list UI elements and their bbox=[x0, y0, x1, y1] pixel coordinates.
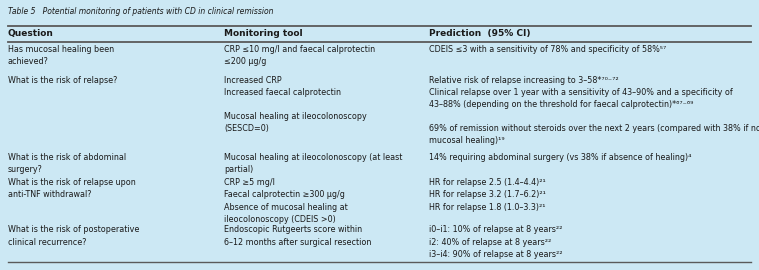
Text: CDEIS ≤3 with a sensitivity of 78% and specificity of 58%⁵⁷: CDEIS ≤3 with a sensitivity of 78% and s… bbox=[429, 45, 666, 53]
Text: Endoscopic Rutgeerts score within
6–12 months after surgical resection: Endoscopic Rutgeerts score within 6–12 m… bbox=[224, 225, 371, 247]
Text: What is the risk of relapse?: What is the risk of relapse? bbox=[8, 76, 117, 85]
Text: What is the risk of abdominal
surgery?: What is the risk of abdominal surgery? bbox=[8, 153, 126, 174]
Text: Prediction  (95% CI): Prediction (95% CI) bbox=[429, 29, 531, 38]
Text: CRP ≥5 mg/l
Faecal calprotectin ≥300 μg/g
Absence of mucosal healing at
ileocolo: CRP ≥5 mg/l Faecal calprotectin ≥300 μg/… bbox=[224, 178, 348, 224]
Text: CRP ≤10 mg/l and faecal calprotectin
≤200 μg/g: CRP ≤10 mg/l and faecal calprotectin ≤20… bbox=[224, 45, 375, 66]
Text: Increased CRP
Increased faecal calprotectin

Mucosal healing at ileocolonoscopy
: Increased CRP Increased faecal calprotec… bbox=[224, 76, 367, 133]
Text: HR for relapse 2.5 (1.4–4.4)²¹
HR for relapse 3.2 (1.7–6.2)²¹
HR for relapse 1.8: HR for relapse 2.5 (1.4–4.4)²¹ HR for re… bbox=[429, 178, 546, 211]
Text: Question: Question bbox=[8, 29, 53, 38]
Text: Relative risk of relapse increasing to 3–58*⁷⁰⁻⁷²
Clinical relapse over 1 year w: Relative risk of relapse increasing to 3… bbox=[429, 76, 759, 145]
Text: Table 5   Potential monitoring of patients with CD in clinical remission: Table 5 Potential monitoring of patients… bbox=[8, 7, 273, 16]
Text: What is the risk of postoperative
clinical recurrence?: What is the risk of postoperative clinic… bbox=[8, 225, 139, 247]
Text: Has mucosal healing been
achieved?: Has mucosal healing been achieved? bbox=[8, 45, 114, 66]
Text: 14% requiring abdominal surgery (vs 38% if absence of healing)⁴: 14% requiring abdominal surgery (vs 38% … bbox=[429, 153, 691, 161]
Text: i0–i1: 10% of relapse at 8 years²²
i2: 40% of relapse at 8 years²²
i3–i4: 90% of: i0–i1: 10% of relapse at 8 years²² i2: 4… bbox=[429, 225, 562, 259]
Text: What is the risk of relapse upon
anti-TNF withdrawal?: What is the risk of relapse upon anti-TN… bbox=[8, 178, 135, 199]
Text: Monitoring tool: Monitoring tool bbox=[224, 29, 303, 38]
Text: Mucosal healing at ileocolonoscopy (at least
partial): Mucosal healing at ileocolonoscopy (at l… bbox=[224, 153, 402, 174]
